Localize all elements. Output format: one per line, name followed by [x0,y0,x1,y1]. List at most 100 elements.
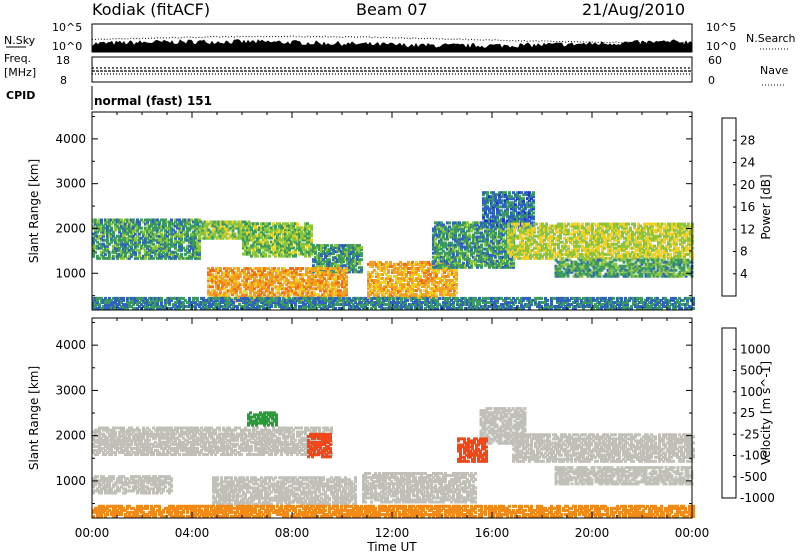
scatter-cell [375,264,378,268]
scatter-cell [452,243,455,247]
scatter-cell [144,238,147,242]
scatter-cell [524,193,527,197]
scatter-cell [110,250,113,254]
freq-tick-bottom: 8 [60,74,67,87]
scatter-cell [334,246,337,250]
scatter-cell [519,240,522,244]
scatter-cell [456,243,459,247]
scatter-cell [494,225,497,229]
scatter-cell [188,238,191,242]
scatter-cell [449,268,452,272]
scatter-cell [295,267,298,271]
scatter-cell [645,246,648,250]
scatter-cell [425,281,428,284]
scatter-cell [252,236,255,240]
scatter-cell [440,259,443,263]
scatter-cell [164,230,167,234]
scatter-cell [279,271,282,275]
scatter-cell [561,252,564,256]
scatter-cell [484,239,487,243]
scatter-cell [621,230,624,234]
scatter-cell [452,257,455,261]
scatter-cell [267,283,270,287]
scatter-cell [448,221,451,225]
scatter-cell [331,287,334,291]
scatter-cell [263,273,266,277]
scatter-cell [597,234,600,238]
scatter-cell [629,232,632,236]
scatter-cell [504,223,507,227]
scatter-cell [134,244,137,248]
scatter-cell [498,229,501,233]
scatter-cell [301,273,304,277]
scatter-cell [589,250,592,254]
scatter-cell [478,245,481,249]
scatter-cell [482,221,485,225]
scatter-cell [449,295,452,299]
scatter-cell [482,213,485,217]
scatter-cell [142,242,145,246]
scatter-cell [320,252,323,256]
scatter-cell [526,211,529,215]
scatter-cell [229,291,232,295]
scatter-cell [252,234,255,238]
scatter-cell [263,275,266,279]
scatter-cell [599,252,602,256]
scatter-cell [242,228,245,232]
scatter-cell [482,247,485,251]
scatter-cell [298,244,301,248]
scatter-cell [158,222,161,226]
scatter-cell [533,252,536,256]
scatter-cell [453,277,456,280]
scatter-cell [196,228,199,232]
scatter-cell [519,228,522,232]
scatter-cell [442,245,445,249]
scatter-cell [192,246,195,250]
scatter-cell [480,249,483,253]
scatter-cell [439,293,442,297]
scatter-cell [248,248,251,252]
scatter-cell [569,252,572,256]
scatter-cell [453,268,456,272]
scatter-cell [436,245,439,249]
scatter-cell [597,230,600,234]
scatter-cell [144,228,147,232]
scatter-cell [521,236,524,240]
scatter-cell [454,249,457,253]
scatter-cell [261,271,264,275]
scatter-cell [233,283,236,287]
scatter-cell [527,234,530,238]
scatter-cell [484,253,487,257]
scatter-cell [303,273,306,277]
scatter-cell [330,246,333,250]
scatter-cell [298,236,301,240]
scatter-cell [219,279,222,283]
scatter-cell [290,226,293,230]
scatter-cell [480,253,483,257]
scatter-cell [138,250,141,254]
scatter-cell [441,279,444,282]
scatter-cell [633,256,636,260]
scatter-cell [301,293,304,297]
scatter-cell [567,230,570,234]
scatter-cell [513,226,516,230]
scatter-cell [138,240,141,244]
scatter-cell [637,226,640,230]
scatter-cell [516,193,519,197]
scatter-cell [419,281,422,284]
scatter-cell [271,273,274,277]
scatter-cell [446,221,449,225]
scatter-cell [488,207,491,211]
scatter-cell [158,252,161,256]
scatter-cell [559,254,562,258]
scatter-cell [271,293,274,297]
scatter-cell [315,293,318,297]
scatter-cell [305,267,308,271]
scatter-cell [492,203,495,207]
scatter-cell [294,248,297,252]
scatter-cell [609,250,612,254]
scatter-cell [579,252,582,256]
scatter-cell [192,242,195,246]
scatter-cell [286,252,289,256]
scatter-cell [219,236,223,240]
